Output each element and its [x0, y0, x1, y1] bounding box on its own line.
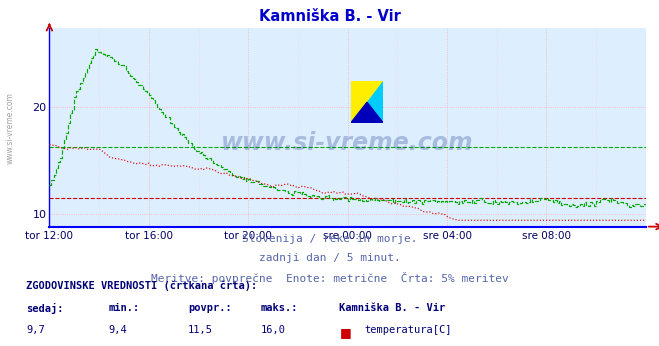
- Text: sedaj:: sedaj:: [26, 303, 64, 314]
- Text: 9,4: 9,4: [109, 325, 127, 335]
- Text: min.:: min.:: [109, 303, 140, 313]
- Text: 9,7: 9,7: [26, 325, 45, 335]
- Text: 16,0: 16,0: [260, 325, 285, 335]
- Text: www.si-vreme.com: www.si-vreme.com: [5, 92, 14, 164]
- Text: ZGODOVINSKE VREDNOSTI (črtkana črta):: ZGODOVINSKE VREDNOSTI (črtkana črta):: [26, 280, 258, 291]
- Text: Slovenija / reke in morje.: Slovenija / reke in morje.: [242, 234, 417, 244]
- Text: Kamniška B. - Vir: Kamniška B. - Vir: [339, 303, 445, 313]
- Text: zadnji dan / 5 minut.: zadnji dan / 5 minut.: [258, 253, 401, 263]
- Text: maks.:: maks.:: [260, 303, 298, 313]
- Polygon shape: [351, 81, 384, 123]
- Text: 11,5: 11,5: [188, 325, 213, 335]
- Text: povpr.:: povpr.:: [188, 303, 231, 313]
- Text: ■: ■: [339, 326, 351, 339]
- Text: Kamniška B. - Vir: Kamniška B. - Vir: [258, 9, 401, 24]
- Text: Meritve: povprečne  Enote: metrične  Črta: 5% meritev: Meritve: povprečne Enote: metrične Črta:…: [151, 272, 508, 284]
- Polygon shape: [351, 102, 384, 123]
- Polygon shape: [351, 81, 384, 123]
- Text: temperatura[C]: temperatura[C]: [364, 325, 452, 335]
- Text: www.si-vreme.com: www.si-vreme.com: [221, 131, 474, 155]
